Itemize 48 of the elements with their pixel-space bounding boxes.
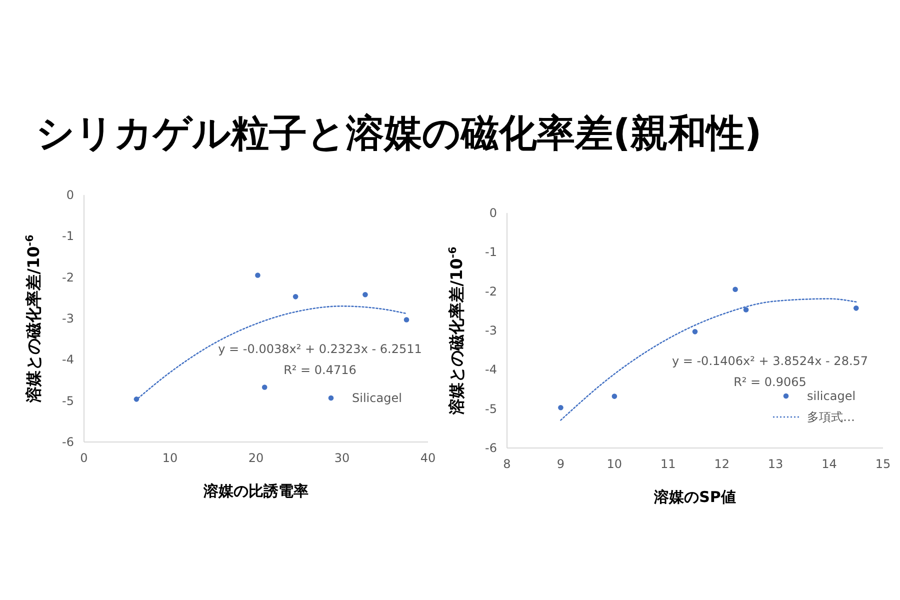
x-tick-label: 13 — [768, 457, 784, 471]
x-tick-label: 15 — [875, 457, 891, 471]
point — [612, 394, 618, 399]
y-tick-label: -1 — [62, 229, 74, 244]
x-tick-label: 0 — [80, 451, 88, 465]
point — [292, 294, 298, 300]
point — [255, 272, 260, 278]
legend-label: silicagel — [807, 389, 856, 403]
y-tick-label: -6 — [62, 435, 74, 449]
x-tick-label: 8 — [503, 457, 511, 471]
chart-title: シリカゲル粒子と溶媒の磁化率差(親和性) — [36, 111, 762, 155]
y-tick-label: 0 — [489, 206, 497, 220]
x-tick-label: 9 — [556, 457, 565, 471]
x-tick-label: 20 — [248, 451, 264, 465]
point — [853, 306, 859, 311]
y-tick-label: -4 — [62, 352, 74, 367]
x-axis-title: 溶媒の比誘電率 — [202, 482, 308, 500]
y-tick-label: -1 — [485, 245, 497, 260]
x-tick-label: 40 — [420, 451, 436, 465]
x-tick-label: 11 — [660, 457, 676, 471]
y-tick-label: -4 — [485, 362, 497, 377]
point — [362, 292, 368, 298]
point — [404, 317, 410, 322]
y-tick-label: -2 — [485, 284, 497, 298]
x-axis-title: 溶媒のSP値 — [653, 488, 736, 506]
legend-label: Silicagel — [352, 391, 402, 405]
y-tick-label: -2 — [62, 270, 74, 284]
y-tick-label: -3 — [485, 324, 497, 338]
point — [743, 307, 749, 312]
y-tick-label: -6 — [485, 441, 497, 455]
point — [558, 405, 564, 410]
y-tick-label: -3 — [62, 312, 74, 326]
x-tick-label: 10 — [606, 457, 622, 471]
x-tick-label: 12 — [714, 457, 730, 471]
annotation: y = -0.0038x² + 0.2323x - 6.2511 — [218, 342, 422, 356]
x-tick-label: 30 — [334, 451, 350, 465]
annotation: R² = 0.9065 — [734, 375, 806, 389]
y-tick-label: 0 — [66, 188, 74, 202]
x-tick-label: 10 — [162, 451, 178, 465]
y-tick-label: -5 — [485, 402, 497, 416]
point — [262, 384, 268, 390]
annotation: y = -0.1406x² + 3.8524x - 28.57 — [672, 354, 868, 368]
y-tick-label: -5 — [62, 394, 74, 408]
annotation: R² = 0.4716 — [284, 363, 356, 377]
x-tick-label: 14 — [822, 457, 837, 471]
point — [692, 329, 698, 334]
point — [732, 286, 738, 292]
legend-label: 多項式… — [807, 410, 855, 424]
